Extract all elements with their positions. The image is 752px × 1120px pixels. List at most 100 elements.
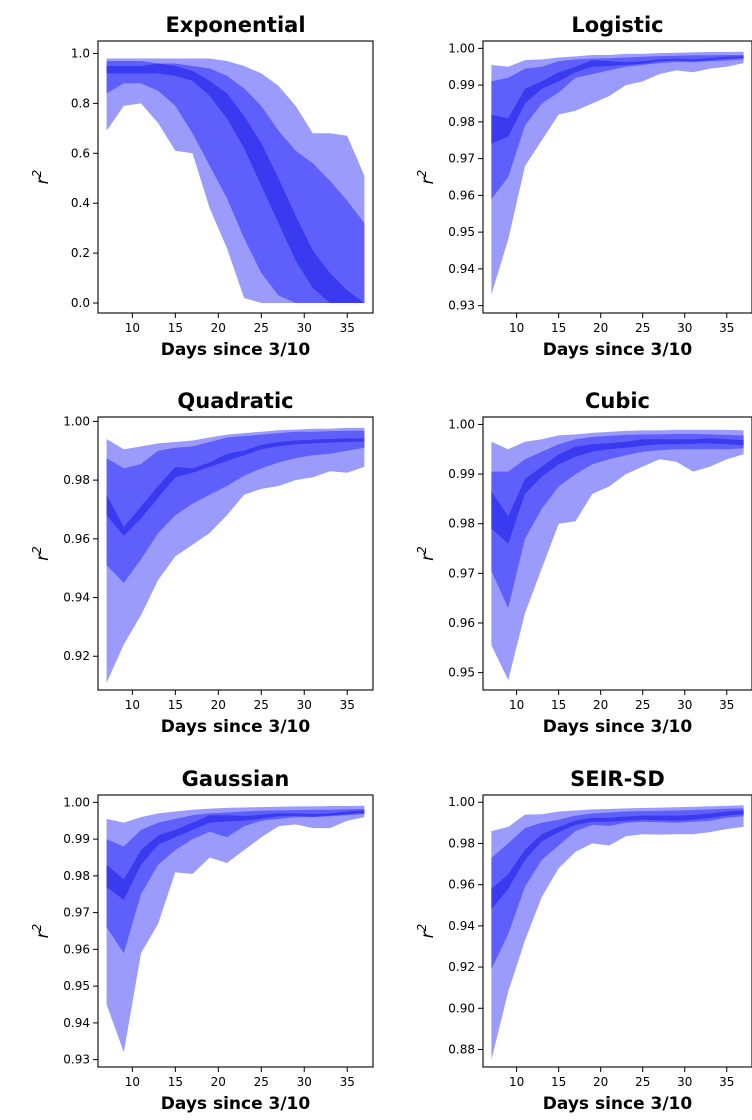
x-tick-label: 35 (340, 321, 355, 335)
y-tick-label: 0.6 (71, 146, 90, 160)
y-tick-label: 0.97 (448, 566, 475, 580)
y-tick-label: 0.99 (448, 78, 475, 92)
panel-gaussian: Gaussian Days since 3/10 r2 10 15 20 25 30 35… (30, 767, 374, 1114)
y-tick-label: 0.97 (63, 906, 90, 920)
y-tick-label: 0.97 (448, 152, 475, 166)
y-tick-label: 0.0 (71, 296, 90, 310)
y-tick-label: 0.92 (448, 960, 475, 974)
axes-frame (482, 794, 752, 1068)
y-axis-label-superscript: 2 (415, 924, 429, 932)
x-tick-label: 20 (211, 1075, 226, 1089)
band-mid (106, 430, 365, 583)
axes-frame (97, 416, 374, 691)
band-mid (106, 809, 365, 954)
x-tick-label: 25 (635, 321, 650, 335)
y-tick-label: 0.98 (448, 836, 475, 850)
y-axis-label-superscript: 2 (415, 170, 429, 178)
y-axis-label: r2 (30, 546, 53, 561)
band-inner (491, 56, 744, 144)
y-axis-label-base: r (418, 553, 438, 561)
x-tick-label: 15 (551, 1075, 566, 1089)
y-tick-label: 1.0 (71, 46, 90, 60)
y-tick-label: 1.00 (448, 417, 475, 431)
y-tick-label: 0.94 (448, 919, 475, 933)
plot-area: 10 15 20 25 30 35 0.88 0.90 0.92 0.94 0.96 0.98 1.00 (448, 794, 752, 1089)
y-tick-label: 0.96 (63, 942, 90, 956)
plot-area: 10 15 20 25 30 35 0.93 0.94 0.95 0.96 0.97 0.98 0.99… (63, 794, 374, 1089)
x-tick-label: 10 (125, 1075, 140, 1089)
y-tick-label: 1.00 (63, 795, 90, 809)
panel-title: SEIR-SD (570, 767, 665, 791)
y-tick-label: 0.95 (63, 979, 90, 993)
x-tick-label: 25 (635, 1075, 650, 1089)
y-tick-label: 1.00 (448, 795, 475, 809)
x-tick-label: 20 (211, 698, 226, 712)
x-tick-label: 10 (509, 1075, 524, 1089)
y-tick-label: 0.2 (71, 246, 90, 260)
x-tick-label: 35 (340, 1075, 355, 1089)
x-tick-label: 15 (168, 698, 183, 712)
panel-title: Cubic (585, 389, 650, 413)
x-tick-label: 20 (593, 1075, 608, 1089)
y-tick-label: 1.00 (448, 41, 475, 55)
band-mid (491, 808, 744, 970)
y-axis-label-base: r (33, 930, 53, 938)
y-tick-label: 0.99 (63, 832, 90, 846)
y-tick-label: 0.93 (63, 1053, 90, 1067)
y-tick-label: 0.95 (448, 225, 475, 239)
band-mid (491, 433, 744, 609)
x-tick-label: 35 (719, 698, 734, 712)
y-axis-label-base: r (418, 930, 438, 938)
band-inner (106, 63, 365, 303)
y-axis-label-superscript: 2 (415, 546, 429, 554)
y-tick-label: 0.96 (448, 616, 475, 630)
y-axis-label-base: r (418, 176, 438, 184)
x-tick-label: 25 (254, 698, 269, 712)
y-tick-label: 0.94 (63, 1016, 90, 1030)
x-tick-label: 15 (168, 1075, 183, 1089)
y-axis-label-superscript: 2 (30, 924, 44, 932)
y-tick-label: 1.00 (63, 414, 90, 428)
panel-title: Logistic (571, 13, 663, 37)
x-tick-label: 30 (297, 698, 312, 712)
y-tick-label: 0.98 (448, 517, 475, 531)
y-tick-label: 0.90 (448, 1001, 475, 1015)
bands (106, 58, 365, 303)
x-tick-label: 30 (677, 698, 692, 712)
band-inner (106, 810, 365, 900)
bands (491, 51, 744, 295)
x-tick-label: 10 (125, 321, 140, 335)
x-tick-label: 30 (677, 321, 692, 335)
y-tick-label: 0.98 (63, 473, 90, 487)
panel-title: Exponential (165, 13, 305, 37)
panel-cubic: Cubic Days since 3/10 r2 10 15 20 25 30 35 0.9… (415, 389, 752, 737)
band-inner (106, 438, 365, 536)
plot-area: 10 15 20 25 30 35 0.0 0.2 0.4 0.6 0.8 1.0 (71, 40, 374, 335)
bands (491, 429, 744, 681)
band-outer (491, 51, 744, 295)
y-axis-label: r2 (415, 924, 438, 939)
x-tick-label: 15 (551, 321, 566, 335)
x-tick-label: 20 (211, 321, 226, 335)
y-tick-label: 0.92 (63, 649, 90, 663)
y-tick-label: 0.94 (63, 591, 90, 605)
x-tick-label: 20 (593, 321, 608, 335)
y-tick-label: 0.96 (448, 188, 475, 202)
panel-quadratic: Quadratic Days since 3/10 r2 10 15 20 25 30 3… (30, 389, 374, 737)
x-tick-label: 25 (635, 698, 650, 712)
x-tick-label: 10 (509, 698, 524, 712)
y-tick-label: 0.98 (448, 115, 475, 129)
x-tick-label: 10 (125, 698, 140, 712)
axes-frame (97, 794, 374, 1068)
panel-title: Quadratic (177, 389, 293, 413)
panel-exponential: Exponential Days since 3/10 r2 10 15 20 25 3… (30, 13, 374, 360)
band-inner (491, 438, 744, 544)
x-axis-label: Days since 3/10 (543, 1094, 693, 1114)
x-axis-label: Days since 3/10 (161, 717, 311, 737)
y-axis-label: r2 (415, 170, 438, 185)
x-tick-label: 20 (593, 698, 608, 712)
y-tick-label: 0.96 (63, 532, 90, 546)
y-axis-label: r2 (30, 170, 53, 185)
y-axis-label-superscript: 2 (30, 546, 44, 554)
x-axis-label: Days since 3/10 (161, 1094, 311, 1114)
